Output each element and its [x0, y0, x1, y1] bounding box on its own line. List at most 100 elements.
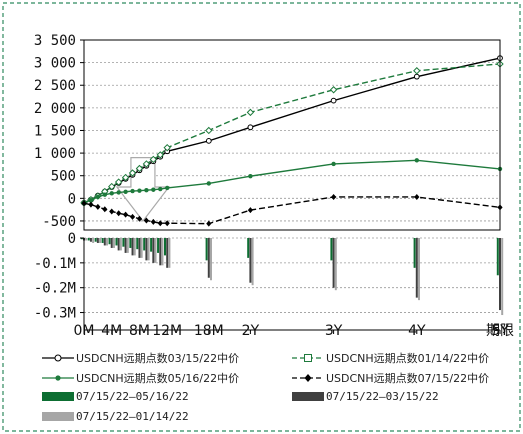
xtick-label: 0M [74, 323, 95, 339]
point-2 [116, 190, 121, 195]
point-1 [205, 126, 213, 135]
point-2 [102, 192, 108, 197]
point-3 [102, 206, 108, 213]
bar-2 [501, 238, 504, 316]
bar-0 [143, 238, 146, 251]
point-1 [121, 173, 130, 182]
bar-1 [159, 238, 162, 266]
point-2 [331, 161, 336, 167]
lower-ytick-label: -0.3M [34, 306, 76, 322]
legend-item-0315: USDCNH远期点数03/15/22中价 [40, 350, 239, 366]
bar-2 [418, 238, 420, 301]
legend-item-0715: USDCNH远期点数07/15/22中价 [290, 370, 489, 386]
point-2 [151, 187, 156, 192]
bar-2 [168, 238, 171, 268]
legend-label-0715: USDCNH远期点数07/15/22中价 [326, 372, 490, 385]
upper-ytick-label: 3 500 [34, 33, 76, 49]
bar-0 [247, 238, 250, 258]
bar-1 [117, 238, 120, 251]
point-3 [157, 220, 163, 227]
legend-label-bar-dark: 07/15/22—03/15/22 [326, 390, 439, 403]
bar-2 [133, 238, 136, 256]
point-2 [123, 189, 128, 194]
bar-0 [150, 238, 153, 252]
bar-0 [413, 238, 416, 268]
point-3 [331, 193, 337, 200]
upper-ytick-label: 0 [68, 191, 76, 207]
xtick-label: 5Y [491, 323, 509, 339]
xtick-label: 18M [194, 323, 224, 339]
point-3 [247, 207, 253, 214]
point-3 [109, 208, 115, 215]
point-2 [130, 188, 135, 194]
bar-1 [110, 238, 113, 248]
legend-label-bar-green: 07/15/22—05/16/22 [76, 390, 189, 403]
bar-0 [330, 238, 333, 261]
xtick-label: 4Y [408, 323, 426, 339]
upper-ytick-label: -500 [42, 214, 76, 230]
bar-2 [126, 238, 129, 253]
bar-1 [131, 238, 134, 256]
axes [80, 39, 501, 334]
upper-ytick-label: 2 500 [34, 78, 76, 94]
legend-label-bar-gray: 07/15/22—01/14/22 [76, 410, 189, 423]
legend-label-0114: USDCNH远期点数01/14/22中价 [326, 352, 490, 365]
xtick-label: 8M [129, 323, 150, 339]
point-3 [143, 217, 149, 224]
bar-2 [99, 238, 102, 243]
bar-2 [92, 238, 95, 243]
point-2 [144, 187, 149, 193]
lower-ytick-label: 0 [68, 231, 76, 247]
bar-1 [207, 238, 210, 278]
legend-item-0114: USDCNH远期点数01/14/22中价 [290, 350, 489, 366]
point-3 [136, 215, 143, 222]
bar-0 [205, 238, 208, 261]
bar-2 [140, 238, 143, 258]
point-2 [109, 191, 114, 196]
point-1 [149, 155, 158, 164]
legend-item-bar-dark: 07/15/22—03/15/22 [290, 390, 439, 403]
point-1 [142, 160, 151, 168]
point-3 [150, 218, 156, 225]
bar-2 [147, 238, 150, 261]
legend-swatch-0516 [42, 375, 74, 381]
bar-1 [145, 238, 148, 261]
bar-0 [164, 238, 166, 256]
point-0 [330, 97, 337, 104]
bar-0 [101, 238, 104, 243]
legend-item-bar-gray: 07/15/22—01/14/22 [40, 410, 189, 423]
bar-1 [249, 238, 252, 283]
upper-ytick-label: 2 000 [34, 101, 76, 117]
bar-0 [122, 238, 125, 247]
point-2 [248, 173, 253, 179]
bar-1 [138, 238, 141, 258]
bar-0 [136, 238, 139, 250]
bar-2 [154, 238, 157, 263]
point-2 [88, 197, 94, 203]
legend-swatch-bar-green [42, 391, 74, 401]
bar-2 [210, 238, 212, 281]
point-1 [108, 182, 116, 191]
legend-swatch-0715 [292, 374, 324, 382]
xtick-label: 12M [152, 323, 182, 339]
xtick-label: 2Y [242, 323, 260, 339]
bar-2 [119, 238, 122, 251]
point-3 [129, 213, 136, 220]
bar-1 [124, 238, 127, 253]
point-0 [247, 124, 254, 131]
upper-plot-frame [83, 39, 501, 231]
bar-1 [96, 238, 99, 243]
bar-2 [85, 238, 88, 241]
upper-ytick-label: 1 500 [34, 123, 76, 139]
point-3 [164, 220, 170, 227]
legend-swatch-0315 [42, 354, 74, 362]
bar-1 [89, 238, 92, 242]
xtick-label: 4M [101, 323, 122, 339]
bar-2 [161, 238, 164, 266]
bar-1 [415, 238, 418, 298]
legend-swatch-bar-gray [42, 411, 74, 421]
bar-series-group [80, 238, 504, 316]
point-1 [135, 164, 144, 173]
